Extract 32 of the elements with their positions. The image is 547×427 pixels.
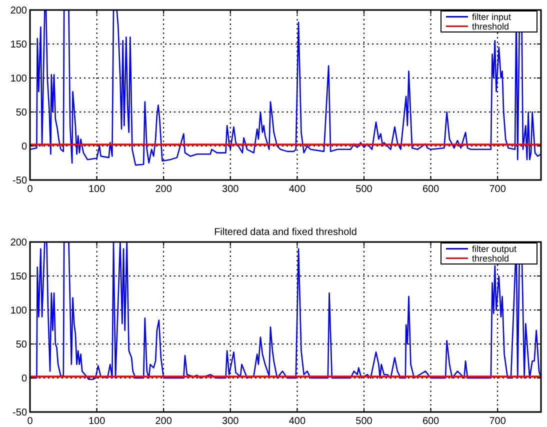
y-tick-label: 200 [10,238,28,248]
x-tick-label: 700 [489,184,506,195]
x-tick-label: 100 [88,416,106,427]
y-tick-label: 100 [10,306,28,316]
x-tick-label: 300 [222,416,240,427]
y-tick-label: -50 [12,176,28,186]
y-tick-label: 150 [10,272,28,282]
y-tick-label: 0 [21,374,28,384]
x-tick-label: 700 [489,416,506,427]
x-tick-label: 300 [222,184,240,195]
legend-label: filter input [472,12,512,22]
legend-label: threshold [472,254,510,264]
legend-label: filter output [472,244,518,254]
x-tick-label: 200 [155,416,172,427]
x-tick-label: 400 [288,416,306,427]
line-series [30,10,541,166]
x-tick-label: 400 [288,184,306,195]
x-tick-label: 600 [422,416,440,427]
y-tick-label: -50 [12,408,28,418]
y-tick-label: 0 [21,142,28,152]
y-tick-label: 200 [10,6,28,16]
y-tick-label: 100 [10,74,28,84]
chart-title: Filtered data and fixed threshold [214,227,357,238]
x-tick-label: 100 [88,184,106,195]
x-tick-label: 600 [422,184,440,195]
x-tick-label: 200 [155,184,172,195]
x-tick-label: 500 [356,416,373,427]
y-tick-label: 150 [10,40,28,50]
legend-label: threshold [472,22,510,32]
y-tick-label: 50 [16,108,28,118]
x-tick-label: 500 [356,184,373,195]
y-tick-label: 50 [16,340,28,350]
